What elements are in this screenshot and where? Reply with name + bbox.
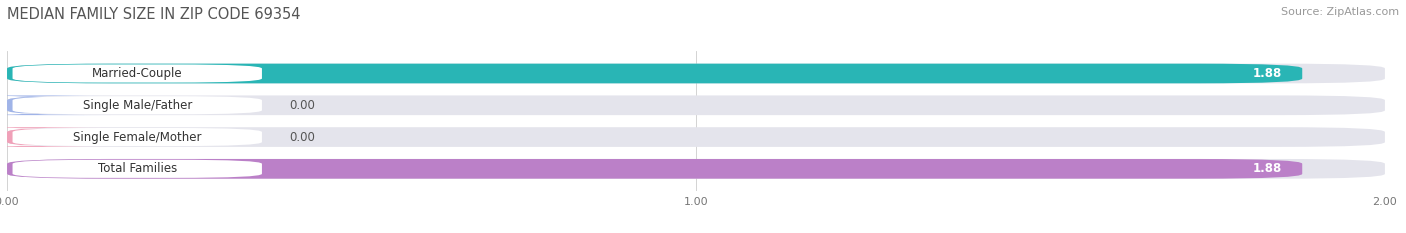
Text: 1.88: 1.88 xyxy=(1253,67,1282,80)
FancyBboxPatch shape xyxy=(7,96,1385,115)
Text: Single Female/Mother: Single Female/Mother xyxy=(73,130,201,144)
Text: MEDIAN FAMILY SIZE IN ZIP CODE 69354: MEDIAN FAMILY SIZE IN ZIP CODE 69354 xyxy=(7,7,301,22)
FancyBboxPatch shape xyxy=(13,160,262,178)
FancyBboxPatch shape xyxy=(13,65,262,82)
FancyBboxPatch shape xyxy=(7,159,1302,179)
FancyBboxPatch shape xyxy=(7,159,1385,179)
Text: Single Male/Father: Single Male/Father xyxy=(83,99,193,112)
FancyBboxPatch shape xyxy=(7,64,1385,83)
Text: Source: ZipAtlas.com: Source: ZipAtlas.com xyxy=(1281,7,1399,17)
FancyBboxPatch shape xyxy=(7,127,1385,147)
Text: 0.00: 0.00 xyxy=(290,130,315,144)
FancyBboxPatch shape xyxy=(13,96,262,114)
Text: Total Families: Total Families xyxy=(97,162,177,175)
Text: Married-Couple: Married-Couple xyxy=(91,67,183,80)
Text: 1.88: 1.88 xyxy=(1253,162,1282,175)
FancyBboxPatch shape xyxy=(0,96,111,115)
Text: 0.00: 0.00 xyxy=(290,99,315,112)
FancyBboxPatch shape xyxy=(13,128,262,146)
FancyBboxPatch shape xyxy=(0,127,111,147)
FancyBboxPatch shape xyxy=(7,64,1302,83)
